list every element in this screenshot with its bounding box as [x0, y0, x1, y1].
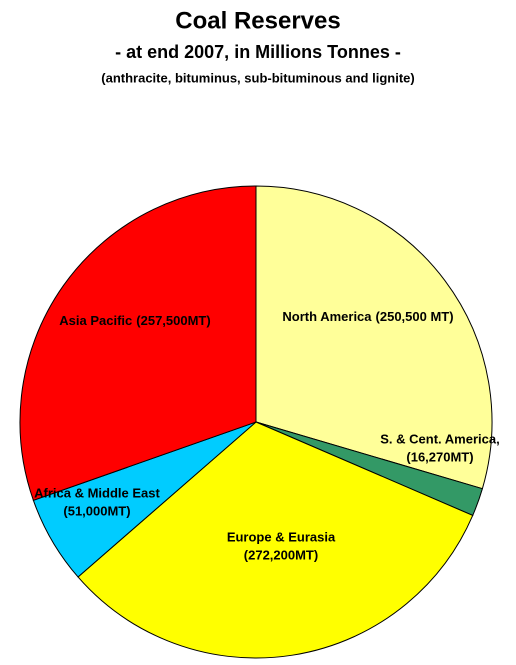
- slice-value-label: (272,200MT): [244, 547, 318, 562]
- chart-subtitle: - at end 2007, in Millions Tonnes -: [115, 42, 401, 62]
- slice-label: Asia Pacific: [59, 313, 132, 328]
- slice-label: Europe & Eurasia: [227, 529, 336, 544]
- pie-slice: [77, 421, 474, 659]
- chart-title: Coal Reserves: [175, 7, 340, 34]
- slice-value-label: (250,500 MT): [376, 309, 454, 324]
- slice-value-label: (51,000MT): [63, 503, 130, 518]
- slice-label: Africa & Middle East: [34, 485, 160, 500]
- slice-label-group: Asia Pacific (257,500MT): [59, 313, 210, 328]
- slice-label: S. & Cent. America,: [380, 431, 499, 446]
- slice-label-group: North America (250,500 MT): [282, 309, 453, 324]
- slice-value-label: (16,270MT): [406, 449, 473, 464]
- labels: North America (250,500 MT) S. & Cent. Amer…: [34, 309, 500, 562]
- pie: [19, 185, 493, 659]
- pie-slice: [255, 185, 493, 490]
- slice-label: North America: [282, 309, 372, 324]
- slice-value-label: (257,500MT): [136, 313, 210, 328]
- chart-note: (anthracite, bituminus, sub-bituminous a…: [101, 70, 414, 85]
- pie-slice: [19, 185, 257, 501]
